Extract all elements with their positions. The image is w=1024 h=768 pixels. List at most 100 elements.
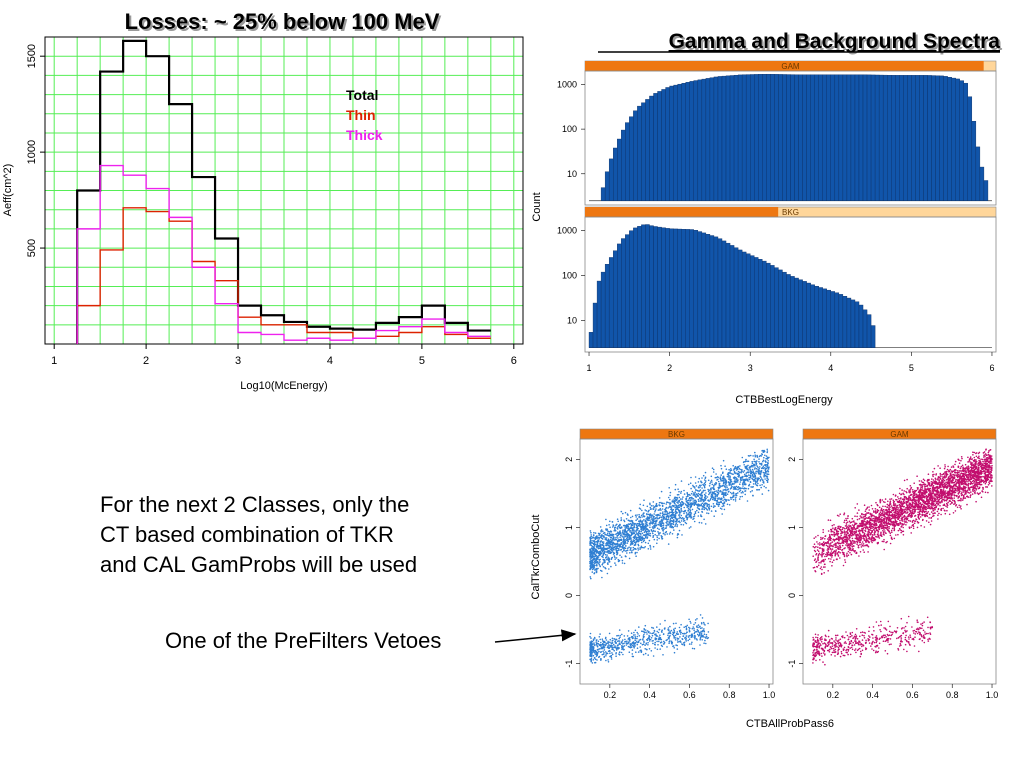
scatter-point	[649, 544, 651, 547]
scatter-point	[702, 503, 705, 506]
scatter-point	[599, 546, 602, 548]
scatter-point	[766, 463, 769, 466]
scatter-point	[918, 480, 921, 482]
scatter-point	[685, 512, 688, 514]
scatter-point	[701, 496, 703, 498]
scatter-point	[640, 514, 643, 517]
scatter-point	[621, 646, 623, 649]
scatter-point	[609, 552, 612, 555]
scatter-point	[834, 552, 836, 555]
scatter-point	[593, 642, 595, 644]
scatter-point	[735, 485, 738, 488]
scatter-point	[729, 478, 731, 481]
scatter-point	[723, 501, 725, 503]
scatter-point	[650, 637, 653, 639]
scatter-point	[599, 541, 601, 543]
scatter-point	[606, 544, 608, 546]
scatter-point	[880, 509, 882, 512]
scatter-point	[611, 549, 613, 552]
scatter-point	[723, 493, 725, 496]
scatter-point	[682, 524, 685, 526]
scatter-point	[603, 649, 606, 651]
scatter-point	[660, 522, 662, 524]
scatter-point	[599, 638, 601, 641]
spectra-y-axis-label: Count	[531, 192, 543, 221]
scatter-point	[628, 651, 631, 653]
spectra-bar	[826, 74, 831, 201]
scatter-point	[609, 531, 611, 533]
scatter-point	[637, 640, 640, 643]
scatter-point	[732, 498, 735, 501]
scatter-point	[749, 474, 752, 477]
scatter-point	[969, 456, 972, 458]
spectra-bar	[608, 158, 614, 201]
scatter-point	[601, 550, 604, 553]
scatter-point	[601, 541, 604, 544]
scatter-point	[693, 513, 696, 516]
scatter-point	[610, 540, 613, 542]
scatter-point	[766, 458, 769, 460]
scatter-point	[767, 460, 769, 462]
scatter-point	[706, 502, 708, 505]
scatter-point	[631, 646, 633, 648]
scatter-point	[696, 505, 699, 507]
scatter-point	[680, 492, 682, 494]
spectra-bar	[745, 74, 751, 201]
scatter-point	[945, 474, 948, 477]
scatter-point	[609, 650, 611, 652]
spectra-bar	[786, 274, 791, 348]
aeff-title-shadow: Losses: ~ 25% below 100 MeV	[127, 11, 442, 36]
scatter-point	[655, 505, 658, 508]
scatter-point	[956, 473, 959, 475]
scatter-point	[734, 480, 737, 483]
scatter-point	[697, 515, 700, 517]
scatter-point	[653, 518, 656, 520]
scatter-point	[689, 499, 692, 501]
scatter-point	[685, 628, 688, 631]
scatter-point	[605, 528, 607, 530]
scatter-point	[589, 554, 591, 556]
scatter-point	[701, 498, 704, 501]
scatter-point	[590, 550, 593, 553]
scatter-point	[596, 654, 598, 656]
scatter-point	[694, 511, 697, 513]
scatter-point	[592, 568, 595, 570]
scatter-point	[612, 643, 615, 646]
scatter-point	[672, 526, 674, 529]
scatter-point	[605, 659, 607, 662]
scatter-point	[693, 629, 695, 631]
scatter-point	[619, 549, 622, 551]
scatter-point	[594, 558, 596, 560]
scatter-point	[632, 549, 635, 551]
scatter-point	[667, 627, 670, 629]
scatter-point	[719, 507, 722, 510]
scatter-point	[621, 644, 623, 647]
scatter-point	[899, 487, 901, 490]
scatter-point	[626, 513, 629, 515]
scatter-point	[679, 521, 681, 524]
scatter-point	[589, 653, 592, 656]
scatter-point	[647, 641, 649, 644]
scatter-point	[601, 638, 604, 640]
scatter-point	[717, 505, 720, 507]
scatter-point	[732, 491, 735, 494]
scatter-point	[757, 468, 759, 471]
spectra-bar	[741, 74, 747, 201]
scatter-point	[689, 506, 692, 509]
scatter-point	[817, 546, 819, 548]
spectra-bar	[613, 147, 618, 201]
scatter-point	[596, 558, 598, 561]
scatter-point	[658, 504, 660, 506]
scatter-point	[758, 468, 761, 470]
scatter-point	[614, 548, 617, 550]
scatter-point	[855, 551, 858, 554]
scatter-point	[740, 492, 743, 494]
scatter-point	[731, 496, 734, 499]
scatter-point	[884, 505, 886, 508]
spectra-bar	[878, 74, 884, 201]
scatter-point	[680, 520, 683, 522]
scatter-point	[815, 536, 817, 538]
scatter-point	[618, 629, 621, 631]
scatter-point	[602, 562, 604, 564]
scatter-point	[681, 632, 684, 635]
